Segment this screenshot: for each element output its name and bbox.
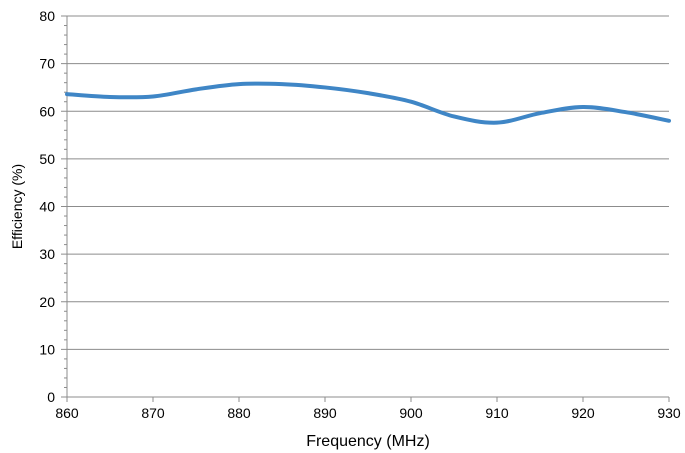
x-tick-label-880: 880: [227, 405, 251, 421]
y-tick-labels: 0 10 20 30 40 50 60 70 80: [39, 8, 55, 405]
x-tick-label-870: 870: [141, 405, 165, 421]
axes: [61, 15, 670, 402]
gridlines: [67, 15, 669, 350]
x-tick-label-860: 860: [55, 405, 79, 421]
x-tick-label-900: 900: [399, 405, 423, 421]
y-tick-label-10: 10: [39, 341, 55, 357]
y-tick-label-20: 20: [39, 294, 55, 310]
x-tick-label-930: 930: [657, 405, 681, 421]
y-tick-label-30: 30: [39, 246, 55, 262]
y-axis-title: Efficiency (%): [9, 164, 25, 249]
series-line-0: [65, 81, 671, 125]
y-tick-label-70: 70: [39, 56, 55, 72]
y-tick-label-60: 60: [39, 103, 55, 119]
x-tick-labels: 860 870 880 890 900 910 920 930: [55, 405, 681, 421]
y-tick-label-80: 80: [39, 8, 55, 24]
x-tick-label-910: 910: [485, 405, 509, 421]
y-tick-label-50: 50: [39, 151, 55, 167]
y-tick-label-40: 40: [39, 199, 55, 215]
x-tick-label-890: 890: [313, 405, 337, 421]
x-tick-label-920: 920: [571, 405, 595, 421]
y-tick-label-0: 0: [47, 389, 55, 405]
x-axis-title: Frequency (MHz): [306, 433, 430, 450]
series-layer: [65, 81, 671, 125]
